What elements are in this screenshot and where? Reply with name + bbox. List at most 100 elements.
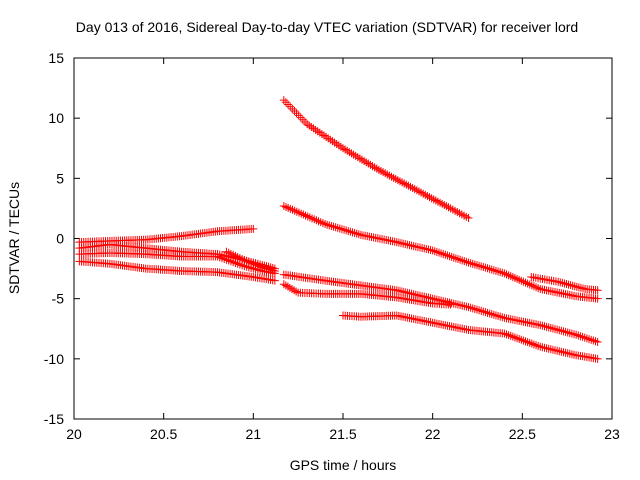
- data-point: [593, 337, 602, 346]
- data-point: [368, 162, 377, 171]
- data-point: [540, 322, 549, 331]
- data-point: [513, 274, 522, 283]
- data-point: [506, 331, 515, 340]
- data-point: [372, 164, 381, 173]
- data-point: [519, 336, 528, 345]
- data-point: [400, 179, 409, 188]
- data-point: [323, 220, 332, 229]
- data-point: [305, 121, 314, 130]
- data-point: [442, 202, 451, 211]
- data-point: [564, 280, 573, 289]
- series-track-3: [75, 248, 279, 278]
- data-point: [345, 148, 354, 157]
- data-point: [561, 327, 570, 336]
- x-axis-label: GPS time / hours: [290, 457, 397, 473]
- series-track-9: [279, 280, 455, 309]
- data-point: [398, 178, 407, 187]
- data-point: [445, 252, 454, 261]
- data-point: [352, 229, 361, 238]
- data-point: [525, 280, 534, 289]
- data-point: [344, 227, 353, 236]
- data-point: [414, 187, 423, 196]
- data-point: [347, 149, 356, 158]
- data-point: [335, 224, 344, 233]
- data-point: [513, 334, 522, 343]
- data-point: [381, 169, 390, 178]
- data-point: [346, 227, 355, 236]
- data-point: [551, 325, 560, 334]
- data-point: [500, 269, 509, 278]
- y-tick-label: 15: [48, 50, 64, 66]
- data-point: [578, 332, 587, 341]
- data-point: [331, 223, 340, 232]
- series-track-1: [75, 224, 258, 247]
- series-track-7: [279, 202, 602, 303]
- data-point: [266, 265, 275, 274]
- data-point: [579, 284, 588, 293]
- data-point: [326, 135, 335, 144]
- data-point: [542, 322, 551, 331]
- series-track-4: [75, 257, 279, 285]
- data-point: [324, 134, 333, 143]
- data-point: [477, 262, 486, 271]
- x-tick-label: 22: [425, 426, 441, 442]
- data-point: [477, 306, 486, 315]
- data-point: [340, 225, 349, 234]
- x-tick-label: 20: [66, 426, 82, 442]
- data-point: [444, 203, 453, 212]
- data-point: [494, 312, 503, 321]
- data-point: [481, 263, 490, 272]
- data-point: [260, 263, 269, 272]
- data-point: [437, 249, 446, 258]
- x-tick-label: 23: [604, 426, 620, 442]
- chart-title: Day 013 of 2016, Sidereal Day-to-day VTE…: [76, 19, 578, 35]
- data-point: [428, 246, 437, 255]
- data-point: [447, 252, 456, 261]
- data-point: [425, 193, 434, 202]
- data-point: [534, 284, 543, 293]
- x-tick-label: 20.5: [150, 426, 177, 442]
- data-point: [357, 155, 366, 164]
- data-point: [270, 276, 279, 285]
- data-point: [333, 223, 342, 232]
- data-marks: [75, 96, 602, 363]
- data-point: [538, 321, 547, 330]
- data-point: [279, 96, 288, 105]
- data-point: [504, 331, 513, 340]
- data-point: [593, 354, 602, 363]
- data-point: [570, 330, 579, 339]
- data-point: [506, 272, 515, 281]
- data-point: [536, 321, 545, 330]
- data-point: [284, 100, 293, 109]
- data-point: [406, 182, 415, 191]
- data-point: [519, 277, 528, 286]
- data-point: [496, 312, 505, 321]
- data-point: [349, 150, 358, 159]
- data-point: [479, 263, 488, 272]
- data-point: [389, 173, 398, 182]
- series-track-8: [279, 270, 602, 346]
- data-point: [315, 128, 324, 137]
- data-point: [262, 264, 271, 273]
- data-point: [354, 230, 363, 239]
- data-point: [582, 334, 591, 343]
- data-point: [434, 248, 443, 257]
- data-point: [393, 176, 402, 185]
- data-point: [366, 160, 375, 169]
- data-point: [417, 188, 426, 197]
- data-point: [419, 189, 428, 198]
- data-point: [307, 123, 316, 132]
- data-point: [303, 120, 312, 129]
- data-point: [441, 250, 450, 259]
- data-point: [464, 303, 473, 312]
- data-point: [485, 264, 494, 273]
- data-point: [268, 266, 277, 275]
- data-point: [408, 184, 417, 193]
- y-tick-label: -5: [52, 291, 65, 307]
- data-point: [496, 268, 505, 277]
- data-point: [464, 258, 473, 267]
- data-point: [498, 313, 507, 322]
- data-point: [515, 275, 524, 284]
- data-point: [458, 256, 467, 265]
